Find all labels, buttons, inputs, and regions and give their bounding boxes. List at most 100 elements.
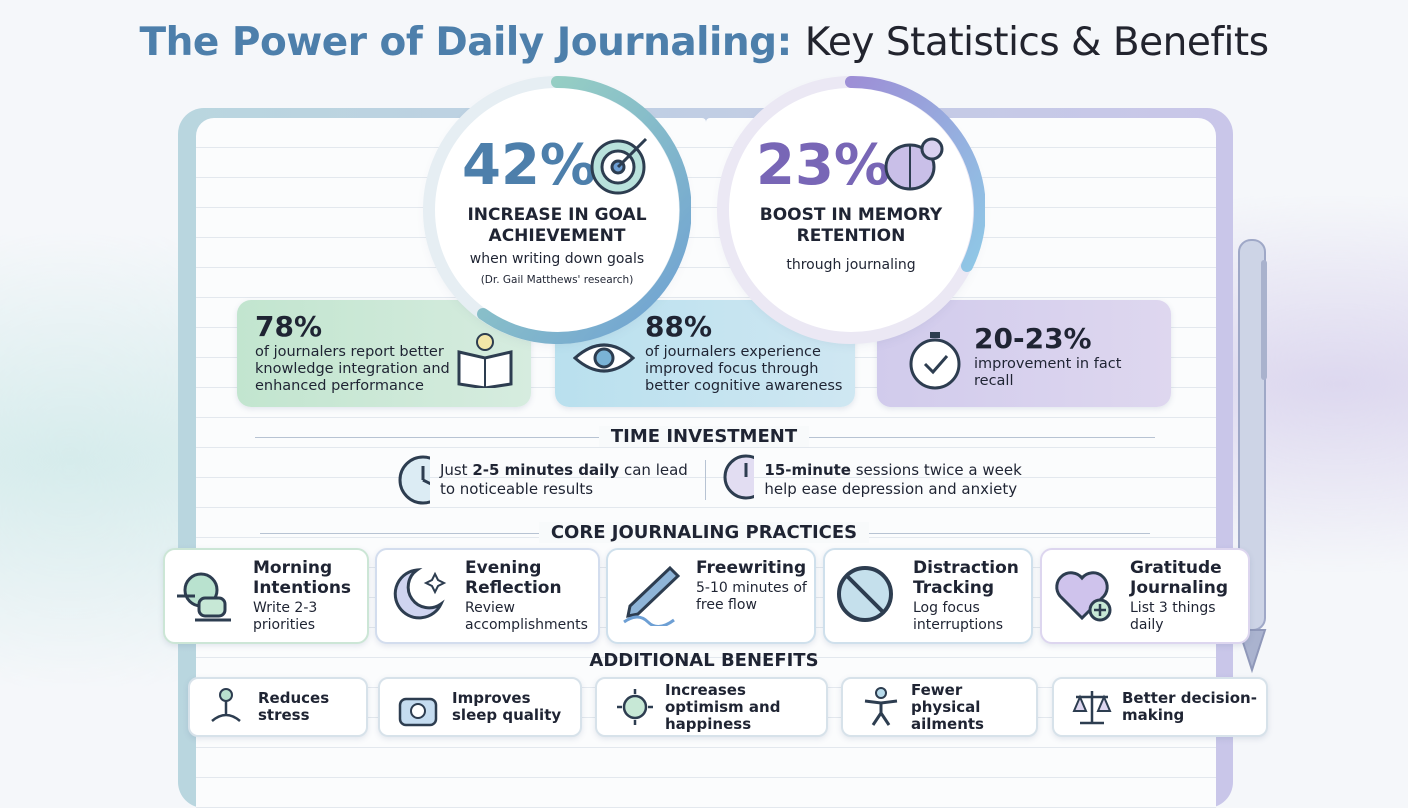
icon-shape	[211, 701, 241, 722]
icon-shape	[875, 687, 887, 699]
subtext: when writing down goals	[469, 251, 645, 267]
icon-shape	[626, 565, 680, 618]
icon-shape	[410, 703, 426, 719]
icon-shape	[1072, 694, 1112, 712]
title-lead: The Power of Daily Journaling:	[139, 20, 792, 65]
icon-shape	[1055, 571, 1109, 621]
card-text: of journalers report better knowledge in…	[255, 344, 450, 394]
stat-circle: 23% BOOST IN MEMORY RETENTION through jou…	[717, 76, 985, 344]
time-item: 15-minute sessions twice a week help eas…	[722, 454, 1052, 505]
divider	[705, 460, 706, 500]
stat: 23%	[756, 133, 891, 198]
headline-text: INCREASE IN GOAL ACHIEVEMENT	[467, 205, 647, 246]
text: sessions twice a week help ease depressi…	[764, 461, 1022, 498]
ring	[717, 76, 985, 344]
section-heading: ADDITIONAL BENEFITS	[0, 650, 1408, 671]
practice-card: Gratitude Journaling List 3 things daily	[1040, 548, 1250, 644]
benefit-card: Better decision-making	[1052, 677, 1268, 737]
sleep-icon	[398, 697, 438, 727]
bold-text: 15-minute	[764, 461, 851, 479]
icon-shape	[422, 478, 430, 486]
sunrise-cup-icon	[177, 572, 231, 622]
icon-shape	[219, 688, 233, 702]
practice-text: Review accomplishments	[465, 600, 588, 633]
icon-shape	[623, 615, 675, 626]
body-icon	[864, 687, 898, 726]
icon-shape	[616, 137, 648, 169]
icon-shape	[920, 137, 944, 161]
bold-text: 2-5 minutes daily	[472, 461, 620, 479]
note: (Dr. Gail Matthews' research)	[480, 274, 634, 286]
meditation-icon	[211, 688, 241, 722]
heading-text: ADDITIONAL BENEFITS	[589, 650, 819, 671]
benefit-text: Better decision-making	[1122, 689, 1257, 724]
section-heading: TIME INVESTMENT	[0, 426, 1408, 447]
time-item: Just 2-5 minutes daily can lead to notic…	[397, 455, 697, 505]
title: The Power of Daily Journaling: Key Stati…	[0, 20, 1408, 65]
benefit-card: Fewer physical ailments	[841, 677, 1038, 737]
card-text: improvement in fact recall	[974, 356, 1122, 389]
icon-shape	[864, 699, 898, 726]
brain-icon	[884, 137, 944, 191]
practice-title: Evening Reflection	[465, 558, 562, 598]
practice-card: Distraction Tracking Log focus interrupti…	[823, 548, 1033, 644]
icon-shape	[1261, 260, 1267, 380]
icon-shape	[923, 355, 949, 375]
eye-icon	[573, 343, 635, 373]
icon-shape	[1094, 604, 1106, 616]
headline-text: BOOST IN MEMORY RETENTION	[759, 205, 943, 246]
icon-shape	[909, 338, 961, 390]
practice-title: Freewriting	[696, 558, 807, 578]
clock-icon	[398, 455, 430, 505]
icon-shape	[845, 574, 885, 614]
icon-shape	[1076, 691, 1108, 725]
time-text: Just 2-5 minutes daily can lead to notic…	[440, 461, 697, 499]
icon-shape	[197, 596, 227, 618]
practice-title: Morning Intentions	[253, 558, 352, 598]
heading-text: CORE JOURNALING PRACTICES	[538, 522, 870, 543]
icon-shape	[617, 689, 653, 725]
practice-card: Morning Intentions Write 2-3 priorities	[163, 548, 369, 644]
benefit-text: Increases optimism and happiness	[665, 680, 781, 733]
ring	[423, 76, 691, 344]
calendar-clock-icon	[723, 454, 755, 500]
benefit-text: Improves sleep quality	[452, 689, 562, 724]
icon-shape	[930, 332, 940, 338]
icon-shape	[723, 454, 755, 500]
icon-shape	[622, 694, 648, 720]
icon-shape	[423, 571, 447, 595]
benefit-text: Fewer physical ailments	[911, 680, 984, 733]
practice-title: Distraction Tracking	[913, 558, 1019, 598]
subtext: through journaling	[786, 257, 916, 273]
stat: 88%	[645, 310, 713, 343]
icon-shape	[845, 76, 985, 272]
practice-text: Log focus interruptions	[913, 600, 1004, 633]
time-text: 15-minute sessions twice a week help eas…	[764, 461, 1052, 499]
heart-icon	[1055, 571, 1112, 622]
benefit-card: Reduces stress	[188, 677, 368, 737]
sun-icon	[617, 689, 653, 725]
practice-text: Write 2-3 priorities	[253, 600, 318, 633]
icon-shape	[593, 347, 615, 369]
stat-circle: 42% INCREASE IN GOAL ACHIEVEMENT when wri…	[423, 76, 691, 344]
icon-shape	[477, 76, 691, 344]
practice-title: Gratitude Journaling	[1130, 558, 1228, 598]
no-distraction-icon	[837, 566, 893, 622]
practice-card: Evening Reflection Review accomplishments	[375, 548, 600, 644]
book-icon	[457, 333, 513, 388]
headline: BOOST IN MEMORY RETENTION through journal…	[751, 205, 951, 276]
stat: 78%	[255, 310, 323, 343]
moon-icon	[393, 567, 447, 620]
headline: INCREASE IN GOAL ACHIEVEMENT when writing…	[457, 205, 657, 291]
stopwatch-icon	[909, 332, 961, 390]
card-text: of journalers experience improved focus …	[645, 344, 843, 394]
title-rest: Key Statistics & Benefits	[804, 20, 1269, 65]
benefit-text: Reduces stress	[258, 689, 330, 724]
text: can lead to noticeable results	[439, 461, 688, 498]
stat: 42%	[462, 133, 597, 198]
stat: 20-23%	[974, 322, 1092, 355]
target-icon	[590, 137, 648, 195]
text: Just	[439, 461, 473, 479]
practice-text: List 3 things daily	[1130, 600, 1216, 633]
